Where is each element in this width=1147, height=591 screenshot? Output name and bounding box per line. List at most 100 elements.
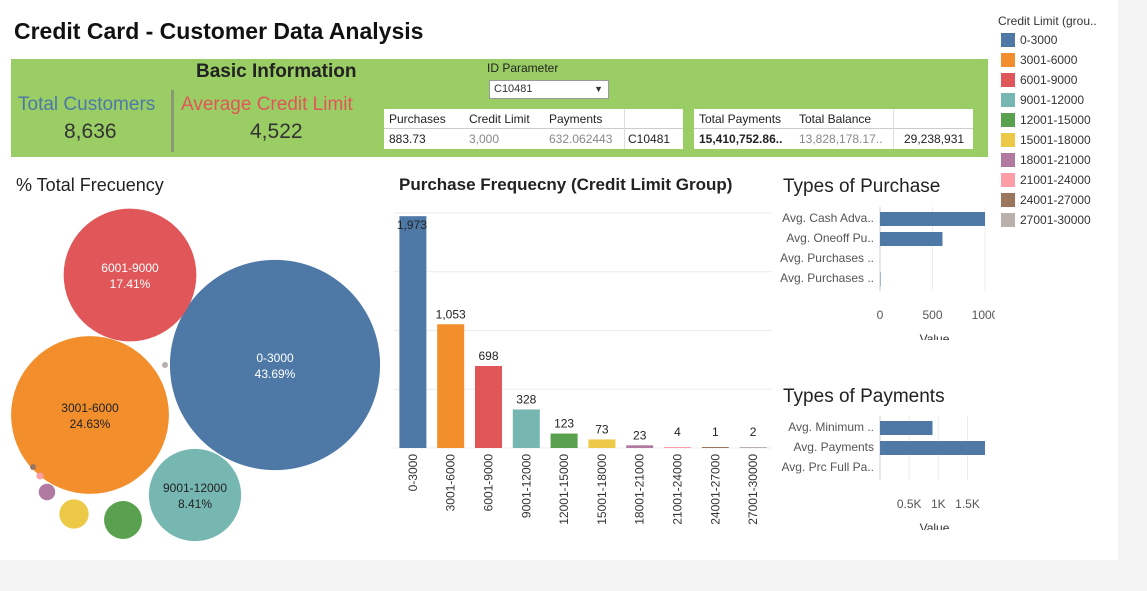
id-parameter-label: ID Parameter <box>487 61 559 75</box>
bar-chart: 1,973 0-3000 1,053 3001-6000 698 6001-9000 328… <box>394 212 772 525</box>
bar-value-label: 4 <box>674 425 681 439</box>
bar-category-label: 12001-15000 <box>557 454 571 525</box>
bubble-18001-21000[interactable] <box>38 483 56 501</box>
payment-types-title: Types of Payments <box>783 386 945 407</box>
avg-credit-limit-value: 4,522 <box>250 120 303 143</box>
hbar-avg-purchases[interactable] <box>880 272 881 286</box>
bar-category-label: 15001-18000 <box>595 454 609 525</box>
bubble-6001-9000[interactable] <box>63 208 197 342</box>
legend-swatch <box>1001 93 1015 107</box>
chevron-down-icon[interactable]: ▼ <box>594 84 603 94</box>
hbar-avg-minimum[interactable] <box>880 421 933 435</box>
bubble-chart: 0-3000 43.69% 3001-6000 24.63% 6001-9000 17.4… <box>11 208 381 542</box>
bubble-24001-27000[interactable] <box>30 464 36 470</box>
bubble-pct-label: 24.63% <box>70 417 111 431</box>
totals-table: Total Payments Total Balance 15,410,752.… <box>694 109 973 149</box>
hbar-category-label: Avg. Purchases .. <box>780 251 874 265</box>
dashboard-title: Credit Card - Customer Data Analysis <box>14 18 424 44</box>
table-cell-purchases: 883.73 <box>389 132 426 146</box>
bar-6001-9000[interactable] <box>475 365 502 448</box>
table-header-divider <box>694 128 973 129</box>
bubble-3001-6000[interactable] <box>11 336 169 494</box>
id-parameter-select[interactable]: C10481 ▼ <box>489 80 609 99</box>
legend-swatch <box>1001 133 1015 147</box>
hbar-category-label: Avg. Prc Full Pa.. <box>782 460 874 474</box>
hbar-avg-cash-adva[interactable] <box>880 212 985 226</box>
bubble-27001-30000[interactable] <box>162 362 168 368</box>
hbar-avg-payments[interactable] <box>880 441 985 455</box>
hbar-axis-title: Value <box>920 332 950 340</box>
hbar-tick-label: 1.5K <box>955 497 980 511</box>
legend-swatch <box>1001 153 1015 167</box>
bar-category-label: 0-3000 <box>406 454 420 492</box>
bar-category-label: 9001-12000 <box>519 454 533 518</box>
hbar-avg-oneoff-pu[interactable] <box>880 232 943 246</box>
legend-swatch <box>1001 73 1015 87</box>
bar-category-label: 24001-27000 <box>708 454 722 525</box>
hbar-category-label: Avg. Oneoff Pu.. <box>786 231 874 245</box>
table-header-total-balance: Total Balance <box>799 112 872 126</box>
bar-12001-15000[interactable] <box>550 433 578 448</box>
bubble-12001-15000[interactable] <box>104 501 142 539</box>
id-parameter-value: C10481 <box>494 83 533 95</box>
bubble-pct-label: 8.41% <box>178 497 212 511</box>
bar-value-label: 2 <box>750 425 757 439</box>
basic-info-title: Basic Information <box>196 61 357 82</box>
hbar-axis-title: Value <box>920 521 950 530</box>
legend-swatch <box>1001 213 1015 227</box>
bubble-label: 9001-12000 <box>163 481 227 495</box>
bar-value-label: 328 <box>516 392 536 406</box>
payment-types-chart: Avg. Minimum .. Avg. Payments Avg. Prc Ful… <box>782 416 985 530</box>
hbar-tick-label: 0.5K <box>897 497 922 511</box>
bubble-21001-24000[interactable] <box>36 472 44 480</box>
bar-15001-18000[interactable] <box>588 439 616 448</box>
legend-swatch <box>1001 53 1015 67</box>
legend-title: Credit Limit (grou.. <box>998 14 1097 28</box>
bubble-15001-18000[interactable] <box>59 499 89 529</box>
table-header-total-payments: Total Payments <box>699 112 782 126</box>
bubble-chart-title: % Total Frecuency <box>16 175 164 195</box>
table-header-payments: Payments <box>549 112 603 126</box>
bar-18001-21000[interactable] <box>626 445 654 448</box>
table-cell-credit-limit: 3,000 <box>469 132 500 146</box>
dashboard-canvas: Credit Card - Customer Data Analysis Bas… <box>0 0 1118 560</box>
purchase-types-chart: Avg. Cash Adva.. Avg. Oneoff Pu.. Avg. Pur… <box>780 207 995 340</box>
legend-label: 18001-21000 <box>1020 153 1091 167</box>
bar-value-label: 1 <box>712 425 719 439</box>
hbar-category-label: Avg. Minimum .. <box>788 420 874 434</box>
table-column-divider <box>893 109 894 149</box>
legend-swatch <box>1001 113 1015 127</box>
bar-value-label: 698 <box>478 349 498 363</box>
legend-label: 15001-18000 <box>1020 133 1091 147</box>
legend-label: 3001-6000 <box>1020 53 1078 67</box>
bubble-0-3000[interactable] <box>169 259 381 471</box>
bar-0-3000[interactable] <box>399 216 427 448</box>
table-header-divider <box>384 128 683 129</box>
bubble-pct-label: 17.41% <box>110 277 151 291</box>
hbar-tick-label: 1K <box>931 497 946 511</box>
bar-category-label: 21001-24000 <box>671 454 685 525</box>
table-cell-total-balance: 13,828,178.17.. <box>799 132 883 146</box>
purchase-types-title: Types of Purchase <box>783 176 941 197</box>
bar-27001-30000[interactable] <box>739 447 767 448</box>
legend-label: 0-3000 <box>1020 33 1058 47</box>
table-cell-payments: 632.062443 <box>549 132 613 146</box>
bar-9001-12000[interactable] <box>512 409 540 448</box>
bar-category-label: 6001-9000 <box>482 454 496 512</box>
hbar-tick-label: 500 <box>922 308 942 322</box>
bar-category-label: 3001-6000 <box>444 454 458 512</box>
bar-value-label: 73 <box>595 422 609 436</box>
bubble-9001-12000[interactable] <box>148 448 242 542</box>
hbar-tick-label: 0 <box>877 308 884 322</box>
bubble-pct-label: 43.69% <box>255 367 296 381</box>
legend-label: 21001-24000 <box>1020 173 1091 187</box>
bar-24001-27000[interactable] <box>701 447 729 448</box>
bubble-label: 0-3000 <box>256 351 294 365</box>
legend-label: 27001-30000 <box>1020 213 1091 227</box>
bar-chart-title: Purchase Frequecny (Credit Limit Group) <box>399 175 733 194</box>
bar-3001-6000[interactable] <box>437 324 465 448</box>
bar-value-label: 1,973 <box>397 218 427 232</box>
legend-label: 9001-12000 <box>1020 93 1085 107</box>
legend-swatch <box>1001 193 1015 207</box>
bar-21001-24000[interactable] <box>664 447 691 448</box>
